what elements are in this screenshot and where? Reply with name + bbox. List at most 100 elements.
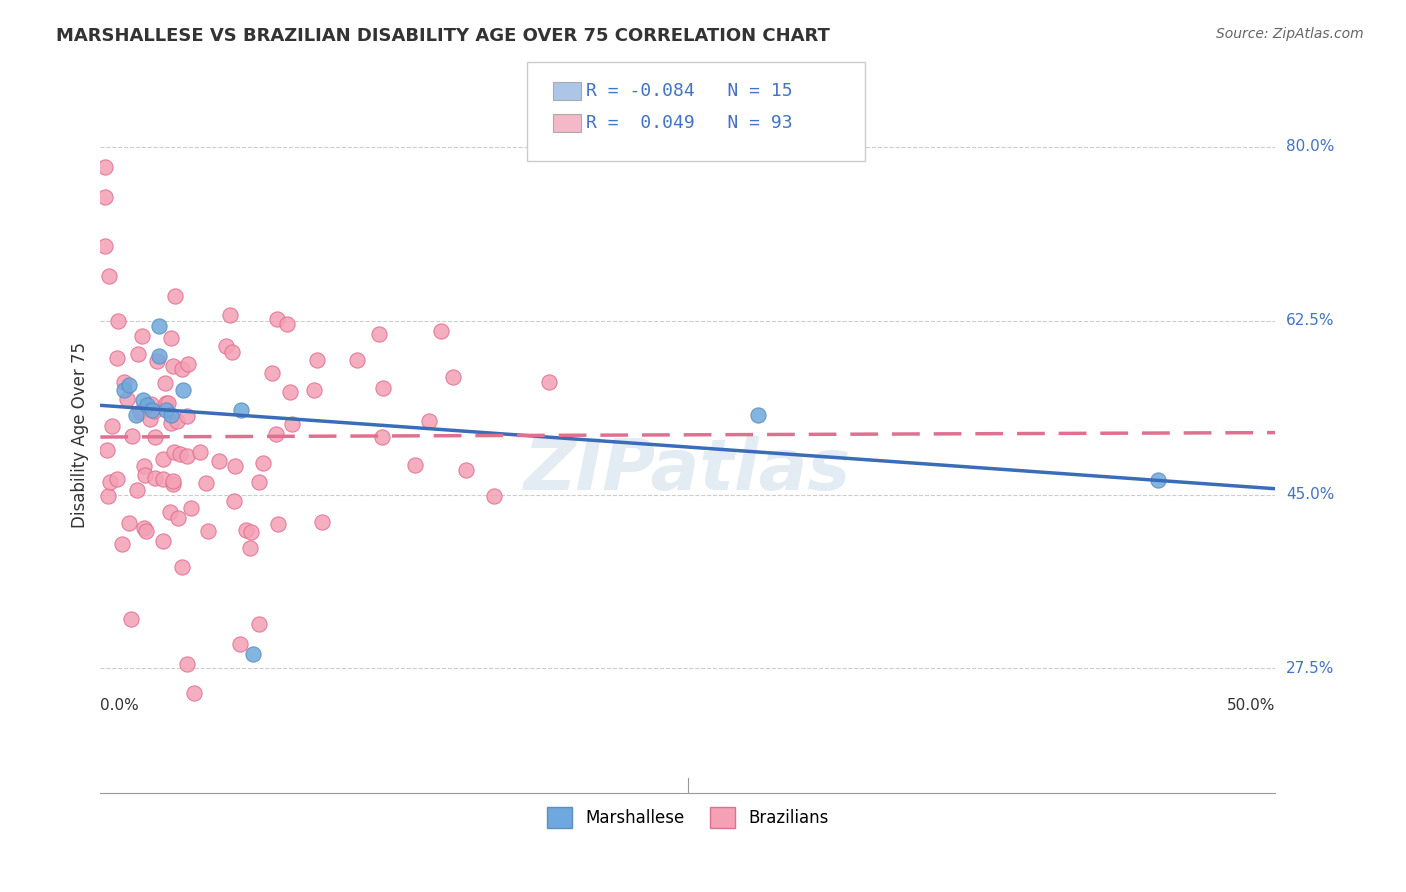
Point [430, 325, 453, 339]
Point [152, 533, 174, 548]
Point [105, 472, 128, 486]
Point [224, 458, 246, 473]
Point [404, 458, 426, 472]
Point [96, 443, 118, 458]
Point [172, 384, 194, 398]
Point [242, 647, 264, 661]
Text: R = -0.084   N = 15: R = -0.084 N = 15 [586, 82, 793, 100]
Point [249, 616, 271, 631]
Point [139, 412, 162, 426]
Point [135, 524, 157, 538]
Point [129, 405, 152, 419]
Point [160, 408, 183, 422]
Point [162, 474, 184, 488]
Point [278, 385, 301, 400]
Point [110, 537, 132, 551]
Point [231, 403, 253, 417]
Point [167, 510, 190, 524]
Point [94, 160, 117, 174]
Point [240, 524, 263, 539]
Point [418, 413, 440, 427]
Point [98, 475, 121, 490]
Point [219, 308, 242, 322]
Point [252, 456, 274, 470]
Point [194, 476, 217, 491]
Point [170, 560, 193, 574]
Point [222, 494, 245, 508]
Point [142, 404, 165, 418]
Point [131, 393, 153, 408]
Point [170, 362, 193, 376]
Point [180, 500, 202, 515]
Point [157, 395, 180, 409]
Point [371, 430, 394, 444]
Point [165, 289, 187, 303]
Point [537, 375, 560, 389]
Point [124, 408, 146, 422]
Point [145, 353, 167, 368]
Point [176, 657, 198, 671]
Point [160, 416, 183, 430]
Point [97, 490, 120, 504]
Point [153, 376, 176, 390]
Point [266, 312, 288, 326]
Point [112, 384, 135, 398]
Point [441, 369, 464, 384]
Point [132, 521, 155, 535]
Point [107, 314, 129, 328]
Point [176, 449, 198, 463]
Point [305, 352, 328, 367]
Point [346, 353, 368, 368]
Point [98, 269, 121, 284]
Point [215, 338, 238, 352]
Point [262, 367, 284, 381]
Point [229, 637, 252, 651]
Point [127, 347, 149, 361]
Text: 45.0%: 45.0% [1286, 487, 1334, 502]
Point [134, 467, 156, 482]
Point [136, 398, 159, 412]
Point [120, 612, 142, 626]
Point [121, 429, 143, 443]
Point [125, 483, 148, 498]
Point [155, 396, 177, 410]
Point [163, 445, 186, 459]
Point [267, 517, 290, 532]
Point [276, 318, 298, 332]
Point [454, 463, 477, 477]
Point [162, 359, 184, 373]
Text: 50.0%: 50.0% [1227, 698, 1275, 714]
Point [117, 516, 139, 530]
Point [148, 349, 170, 363]
Point [131, 328, 153, 343]
Legend: Marshallese, Brazilians: Marshallese, Brazilians [540, 801, 835, 834]
Point [100, 419, 122, 434]
Point [141, 403, 163, 417]
Point [166, 414, 188, 428]
Point [482, 489, 505, 503]
Point [247, 475, 270, 490]
Point [239, 541, 262, 555]
Point [197, 524, 219, 538]
Point [141, 397, 163, 411]
Point [162, 477, 184, 491]
Point [371, 381, 394, 395]
Point [160, 331, 183, 345]
Point [176, 409, 198, 423]
Point [183, 686, 205, 700]
Y-axis label: Disability Age Over 75: Disability Age Over 75 [72, 342, 89, 528]
Point [302, 383, 325, 397]
Point [117, 378, 139, 392]
Text: 0.0%: 0.0% [100, 698, 139, 714]
Point [143, 471, 166, 485]
Text: MARSHALLESE VS BRAZILIAN DISABILITY AGE OVER 75 CORRELATION CHART: MARSHALLESE VS BRAZILIAN DISABILITY AGE … [56, 27, 830, 45]
Point [148, 318, 170, 333]
Text: 27.5%: 27.5% [1286, 661, 1334, 676]
Point [1146, 473, 1168, 487]
Text: 62.5%: 62.5% [1286, 313, 1334, 328]
Point [367, 327, 389, 342]
Point [117, 392, 139, 406]
Point [94, 189, 117, 203]
Point [188, 445, 211, 459]
Point [176, 357, 198, 371]
